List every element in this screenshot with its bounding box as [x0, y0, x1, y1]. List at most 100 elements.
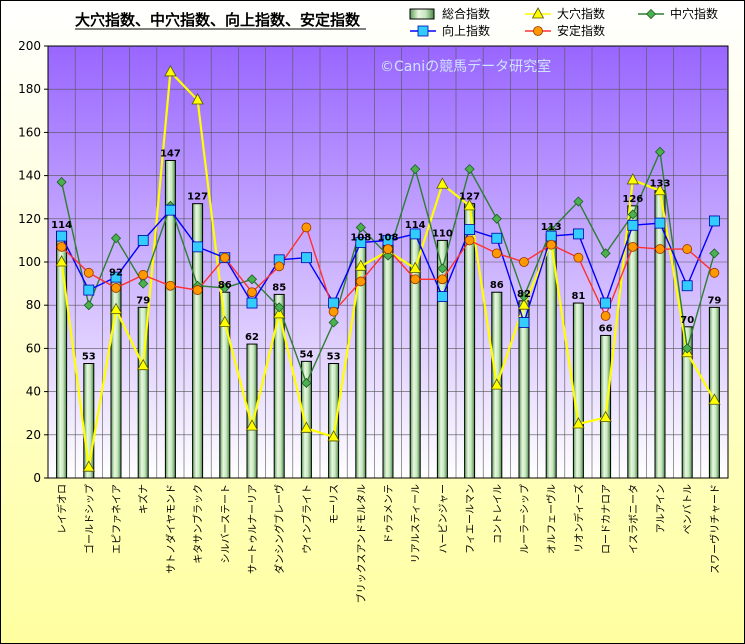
point-oana — [137, 358, 150, 371]
point-chuana — [518, 291, 530, 302]
bar-data-label: 147 — [160, 148, 181, 159]
point-antei — [464, 235, 475, 246]
point-chuana — [56, 177, 67, 188]
point-kojo — [409, 228, 421, 240]
point-oana — [599, 410, 612, 422]
point-kojo — [709, 215, 720, 227]
point-oana — [354, 259, 367, 271]
bar-data-label: 70 — [680, 315, 694, 326]
point-oana — [82, 460, 95, 472]
point-antei — [247, 287, 257, 298]
x-category-label: キズナ — [137, 484, 150, 514]
bar-data-label: 108 — [350, 233, 371, 244]
x-category-label: アルアイン — [656, 484, 667, 533]
point-oana — [708, 393, 721, 405]
bar-layer — [56, 159, 720, 479]
x-category-label: リアルスティール — [411, 484, 422, 563]
point-kojo — [464, 224, 476, 236]
point-chuana — [654, 146, 666, 157]
x-category-label: スワーヴリチャード — [708, 484, 721, 574]
point-antei — [383, 244, 393, 254]
y-tick-label: 160 — [18, 125, 41, 139]
point-chuana — [83, 300, 94, 311]
bar-sogo — [572, 302, 584, 479]
point-chuana — [627, 209, 638, 220]
point-kojo — [600, 297, 611, 309]
bar-data-label: 133 — [650, 179, 671, 190]
point-oana — [626, 173, 639, 185]
marker-layer — [55, 65, 721, 472]
bar-data-label: 108 — [378, 233, 399, 244]
bar-data-label: 79 — [707, 295, 721, 306]
point-antei — [491, 248, 502, 259]
bar-sogo — [654, 190, 666, 479]
point-kojo — [491, 232, 503, 244]
point-oana — [436, 177, 449, 189]
point-oana — [218, 315, 231, 327]
bar-data-label: 54 — [299, 349, 313, 360]
y-tick-label: 180 — [18, 82, 41, 96]
point-oana — [572, 417, 585, 429]
bar-data-label: 113 — [541, 222, 562, 233]
bar-data-label: 127 — [459, 192, 480, 203]
bar-data-label: 81 — [571, 291, 585, 302]
bar-data-label: 53 — [327, 352, 341, 363]
bar-data-label: 114 — [51, 220, 72, 231]
legend-label: 中穴指数 — [670, 6, 718, 21]
point-oana — [409, 261, 422, 273]
x-category-label: ルーラーシップ — [519, 484, 531, 554]
point-kojo — [192, 241, 204, 253]
label-layer: 114 53 92 79 147 127 86 62 85 54 53 108 108 114 110 127… — [51, 148, 721, 362]
point-kojo — [164, 204, 176, 216]
point-chuana — [437, 263, 448, 274]
y-tick-label: 80 — [26, 298, 41, 312]
x-category-label: サートゥルナーリア — [247, 484, 259, 574]
x-category-label: ウインブライト — [300, 484, 313, 554]
point-antei — [328, 306, 339, 317]
point-kojo — [573, 228, 584, 240]
x-category-label: レイデオロ — [56, 484, 69, 534]
point-kojo — [300, 252, 312, 264]
point-antei — [219, 252, 230, 263]
point-chuana — [709, 248, 720, 259]
bar-data-label: 85 — [272, 282, 286, 293]
point-oana — [109, 302, 123, 314]
point-antei — [600, 311, 611, 321]
bar-data-label: 110 — [432, 228, 453, 239]
x-category-label: ゴールドシップ — [83, 484, 96, 554]
bar-data-label: 62 — [245, 332, 259, 343]
bar-data-label: 92 — [109, 267, 123, 278]
y-tick-label: 140 — [18, 169, 41, 183]
point-oana — [653, 183, 667, 196]
x-category-label: モーリス — [330, 484, 341, 524]
point-antei — [655, 244, 665, 254]
point-chuana — [246, 274, 258, 285]
point-chuana — [491, 213, 502, 224]
point-kojo — [654, 217, 666, 229]
point-antei — [573, 252, 584, 263]
point-antei — [274, 261, 285, 272]
point-chuana — [219, 282, 230, 293]
x-category-label: コントレイル — [493, 484, 504, 544]
x-category-label: ロードカナロア — [601, 484, 613, 554]
point-kojo — [110, 271, 122, 283]
point-antei — [355, 276, 366, 287]
point-kojo — [518, 317, 530, 328]
point-kojo — [328, 297, 340, 309]
x-category-label: ペンバトル — [682, 484, 694, 534]
legend-label: 大穴指数 — [557, 6, 605, 21]
point-antei — [546, 239, 557, 250]
legend-label: 総合指数 — [442, 6, 490, 21]
x-category-label: ドゥラメンテ — [383, 484, 395, 544]
point-chuana — [645, 8, 657, 20]
point-oana — [55, 255, 68, 267]
bar-data-label: 82 — [517, 289, 531, 300]
point-antei — [519, 257, 529, 267]
point-kojo — [627, 219, 639, 231]
bar-data-label: 114 — [405, 220, 426, 231]
point-chuana — [573, 196, 584, 207]
point-kojo — [681, 280, 693, 292]
